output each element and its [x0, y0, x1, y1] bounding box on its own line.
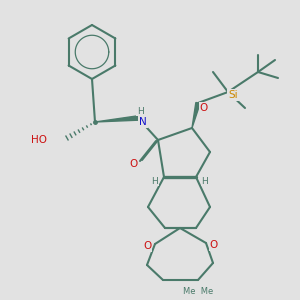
Text: O: O [129, 159, 137, 169]
Text: O: O [143, 241, 151, 251]
Polygon shape [192, 103, 200, 128]
Text: N: N [139, 117, 147, 127]
Text: H: H [136, 106, 143, 116]
Text: Si: Si [228, 90, 238, 100]
Text: H: H [202, 176, 208, 185]
Polygon shape [95, 116, 138, 122]
Text: O: O [210, 240, 218, 250]
Text: H: H [152, 176, 158, 185]
Text: O: O [200, 103, 208, 113]
Text: HO: HO [31, 135, 47, 145]
Text: Me  Me: Me Me [183, 287, 213, 296]
